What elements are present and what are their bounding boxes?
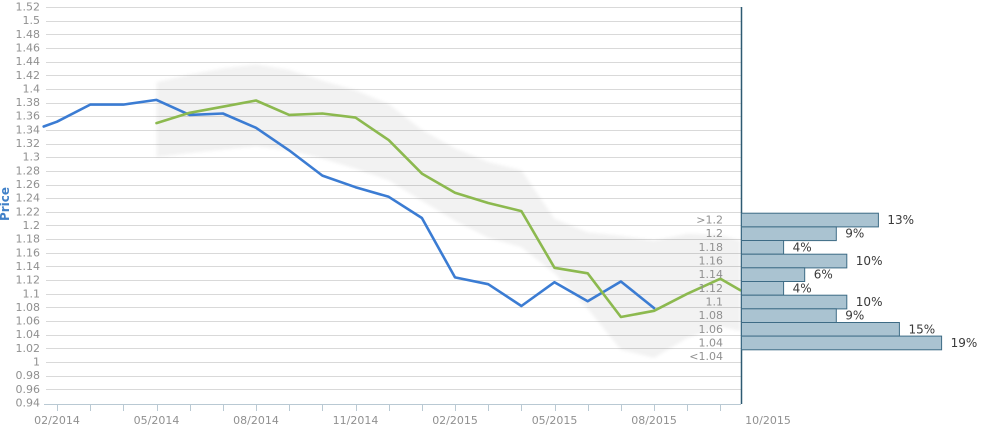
bar-value-label: 4%	[793, 240, 812, 254]
x-tick-label: 11/2014	[333, 414, 379, 427]
y-tick-label: 1.08	[16, 301, 41, 314]
histogram-bar[interactable]	[741, 335, 943, 351]
band-layer	[156, 64, 741, 358]
y-tick-label: 1.52	[16, 1, 41, 14]
histogram-bar[interactable]	[741, 226, 837, 242]
histogram-bar[interactable]	[741, 308, 837, 323]
y-tick-label: 1.42	[16, 69, 41, 82]
y-tick-label: 1.16	[16, 246, 41, 259]
y-tick-label: 1.28	[16, 164, 41, 177]
histogram-layer: 13% >1.2 9% 1.2 4% 1.18 10% 1.16 6% 1.14 4% 1.12 10%…	[689, 7, 977, 404]
y-tick-label: 1.36	[16, 110, 41, 123]
bucket-label: >1.2	[696, 214, 723, 227]
bar-value-label: 6%	[814, 268, 833, 282]
y-tick-label: 1.14	[16, 260, 41, 273]
histogram-bar[interactable]	[741, 267, 806, 282]
bar-value-label: 9%	[845, 309, 864, 323]
bar-value-label: 13%	[887, 213, 914, 227]
series-layer	[42, 98, 742, 319]
bucket-label: 1.16	[699, 255, 724, 268]
y-axis-title: Price	[0, 187, 12, 221]
forecast-band	[156, 64, 741, 358]
bucket-label: 1.06	[699, 323, 724, 336]
histogram-bar[interactable]	[741, 212, 879, 228]
bar-value-label: 10%	[856, 254, 883, 268]
y-tick-label: 1.4	[23, 82, 41, 95]
x-tick-label: 02/2015	[432, 414, 478, 427]
histogram-bar[interactable]	[741, 322, 900, 337]
histogram-bar[interactable]	[741, 281, 785, 296]
y-tick-label: 1.26	[16, 178, 41, 191]
y-tick-label: 1.2	[23, 219, 41, 232]
x-tick-label: 05/2014	[134, 414, 180, 427]
y-tick-label: 1.44	[16, 55, 41, 68]
bar-value-label: 15%	[909, 322, 936, 336]
label-layer: 1.521.51.481.461.441.421.41.381.361.341.…	[16, 1, 791, 428]
y-tick-label: 1.06	[16, 315, 41, 328]
y-tick-label: 1.1	[23, 287, 41, 300]
forecast-line[interactable]	[155, 99, 742, 319]
y-tick-label: 1.46	[16, 41, 41, 54]
y-tick-label: 1.02	[16, 342, 41, 355]
y-tick-label: 1.38	[16, 96, 41, 109]
bucket-label: 1.18	[699, 241, 724, 254]
x-tick-label: 05/2015	[532, 414, 578, 427]
x-tick-label: 02/2014	[34, 414, 80, 427]
y-tick-label: 1.5	[23, 14, 41, 27]
bar-value-label: 10%	[856, 295, 883, 309]
axis-layer	[44, 404, 741, 411]
histogram-bar[interactable]	[741, 240, 785, 255]
bar-value-label: 19%	[951, 336, 978, 350]
x-tick-label: 08/2014	[233, 414, 279, 427]
y-tick-label: 1.22	[16, 205, 41, 218]
y-tick-label: 1	[33, 356, 40, 369]
y-tick-label: 0.94	[16, 397, 41, 410]
y-tick-label: 0.96	[16, 383, 41, 396]
price-history-line[interactable]	[42, 98, 656, 310]
bucket-label: <1.04	[689, 350, 723, 363]
histogram-bar[interactable]	[741, 294, 848, 310]
y-tick-label: 1.24	[16, 192, 41, 205]
bucket-label: 1.08	[699, 309, 724, 322]
y-tick-label: 1.32	[16, 137, 41, 150]
y-tick-label: 1.3	[23, 151, 41, 164]
bucket-label: 1.12	[699, 282, 724, 295]
bar-value-label: 4%	[793, 281, 812, 295]
bucket-label: 1.1	[706, 296, 724, 309]
histogram-bar[interactable]	[741, 253, 848, 269]
y-tick-label: 1.34	[16, 123, 41, 136]
y-tick-label: 1.12	[16, 274, 41, 287]
x-tick-label: 08/2015	[631, 414, 677, 427]
y-tick-label: 1.18	[16, 233, 41, 246]
bar-value-label: 9%	[845, 227, 864, 241]
y-tick-label: 0.98	[16, 369, 41, 382]
x-tick-label-forecast-date: 10/2015	[745, 414, 791, 427]
y-tick-label: 1.04	[16, 328, 41, 341]
bucket-label: 1.04	[699, 337, 724, 350]
y-tick-label: 1.48	[16, 28, 41, 41]
bucket-label: 1.2	[706, 227, 724, 240]
bucket-label: 1.14	[699, 268, 724, 281]
